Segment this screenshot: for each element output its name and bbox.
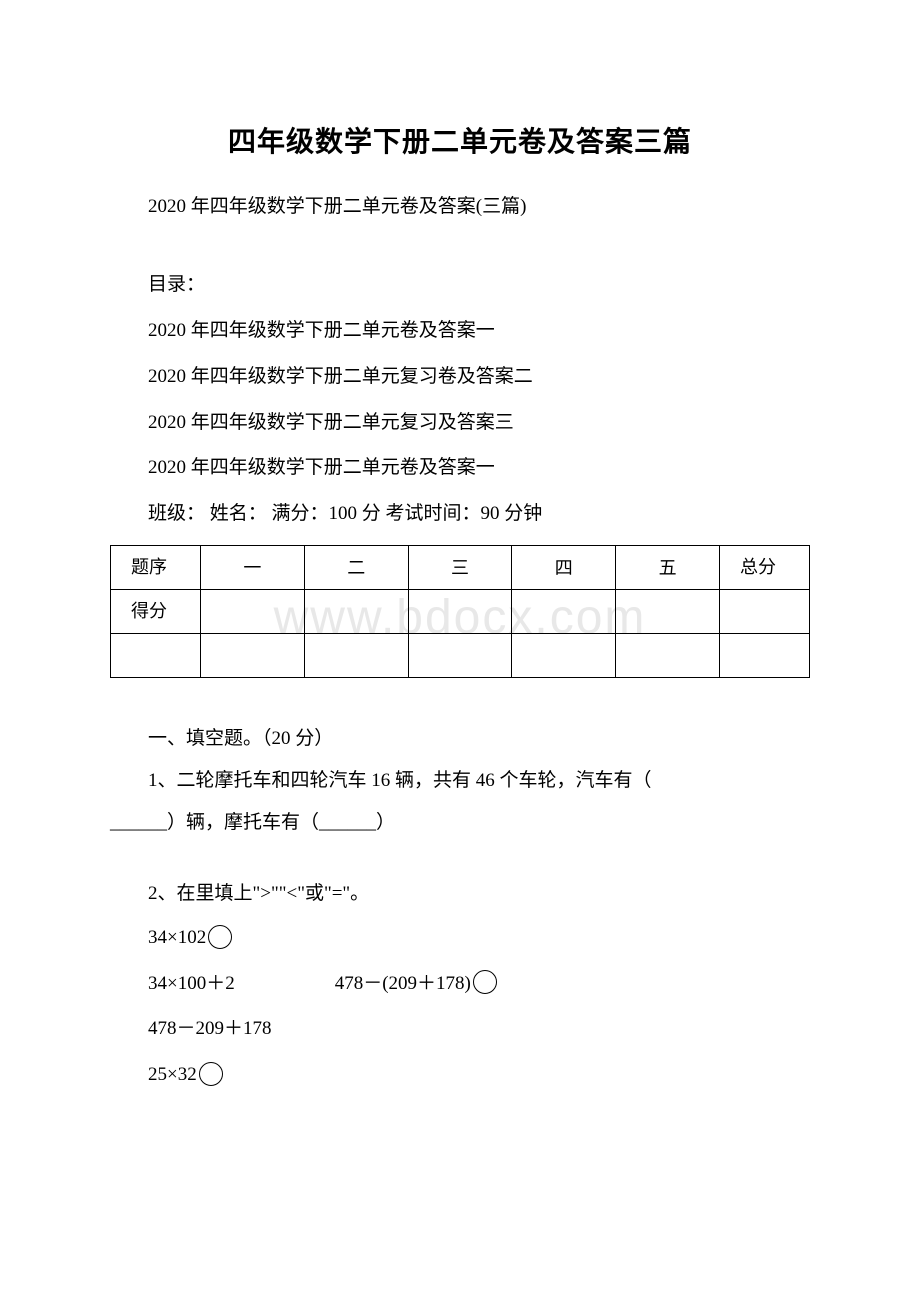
math-text: 25×32 (148, 1064, 197, 1085)
circle-blank (208, 925, 232, 949)
table-cell: 四 (512, 545, 616, 589)
toc-item: 2020 年四年级数学下册二单元复习及答案三 (110, 402, 810, 444)
table-row: 得分 (111, 589, 810, 633)
table-cell (720, 633, 810, 677)
table-cell: 三 (408, 545, 512, 589)
table-cell (512, 633, 616, 677)
math-expression: 34×100＋2 478－(209＋178) (110, 961, 810, 1007)
table-cell (304, 589, 408, 633)
table-row: 题序 一 二 三 四 五 总分 (111, 545, 810, 589)
circle-blank (473, 970, 497, 994)
math-expression: 478－209＋178 (110, 1006, 810, 1052)
exam-info: 班级： 姓名： 满分：100 分 考试时间：90 分钟 (110, 493, 810, 535)
table-cell (111, 633, 201, 677)
table-cell (201, 589, 305, 633)
score-table: 题序 一 二 三 四 五 总分 得分 (110, 545, 810, 678)
math-expression: 34×102 (110, 915, 810, 961)
toc-item: 2020 年四年级数学下册二单元卷及答案一 (110, 447, 810, 489)
row-label: 题序 (111, 545, 201, 589)
table-cell (304, 633, 408, 677)
table-cell: 一 (201, 545, 305, 589)
table-cell (616, 589, 720, 633)
table-cell (408, 633, 512, 677)
toc-heading: 目录： (110, 264, 810, 306)
table-row (111, 633, 810, 677)
table-cell (616, 633, 720, 677)
row-label: 得分 (111, 589, 201, 633)
section-heading: 一、填空题。（20 分） (110, 718, 810, 760)
toc-item: 2020 年四年级数学下册二单元复习卷及答案二 (110, 356, 810, 398)
table-cell (720, 589, 810, 633)
table-cell (512, 589, 616, 633)
table-cell: 二 (304, 545, 408, 589)
subtitle-text: 2020 年四年级数学下册二单元卷及答案(三篇) (110, 190, 810, 224)
page-content: 四年级数学下册二单元卷及答案三篇 2020 年四年级数学下册二单元卷及答案(三篇… (110, 120, 810, 1098)
math-text: 34×102 (148, 927, 206, 948)
table-cell (201, 633, 305, 677)
question-text: ______）辆，摩托车有（______） (110, 802, 810, 844)
circle-blank (199, 1062, 223, 1086)
page-title: 四年级数学下册二单元卷及答案三篇 (110, 120, 810, 160)
row-label: 总分 (720, 545, 810, 589)
toc-item: 2020 年四年级数学下册二单元卷及答案一 (110, 310, 810, 352)
math-expression: 25×32 (110, 1052, 810, 1098)
math-text: 478－209＋178 (148, 1018, 272, 1039)
math-text: 478－(209＋178) (335, 973, 471, 994)
table-cell: 五 (616, 545, 720, 589)
question-text: 2、在里填上">""<"或"="。 (110, 873, 810, 915)
math-text: 34×100＋2 (148, 973, 235, 994)
table-cell (408, 589, 512, 633)
question-text: 1、二轮摩托车和四轮汽车 16 辆，共有 46 个车轮，汽车有（ (110, 760, 810, 802)
spacer (110, 843, 810, 873)
